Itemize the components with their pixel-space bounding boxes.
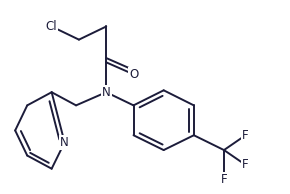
Text: Cl: Cl [46, 20, 57, 33]
Text: O: O [129, 68, 138, 81]
Text: N: N [60, 136, 69, 149]
Text: F: F [242, 158, 249, 171]
Text: F: F [221, 173, 227, 186]
Text: F: F [242, 129, 249, 142]
Text: N: N [102, 86, 110, 99]
